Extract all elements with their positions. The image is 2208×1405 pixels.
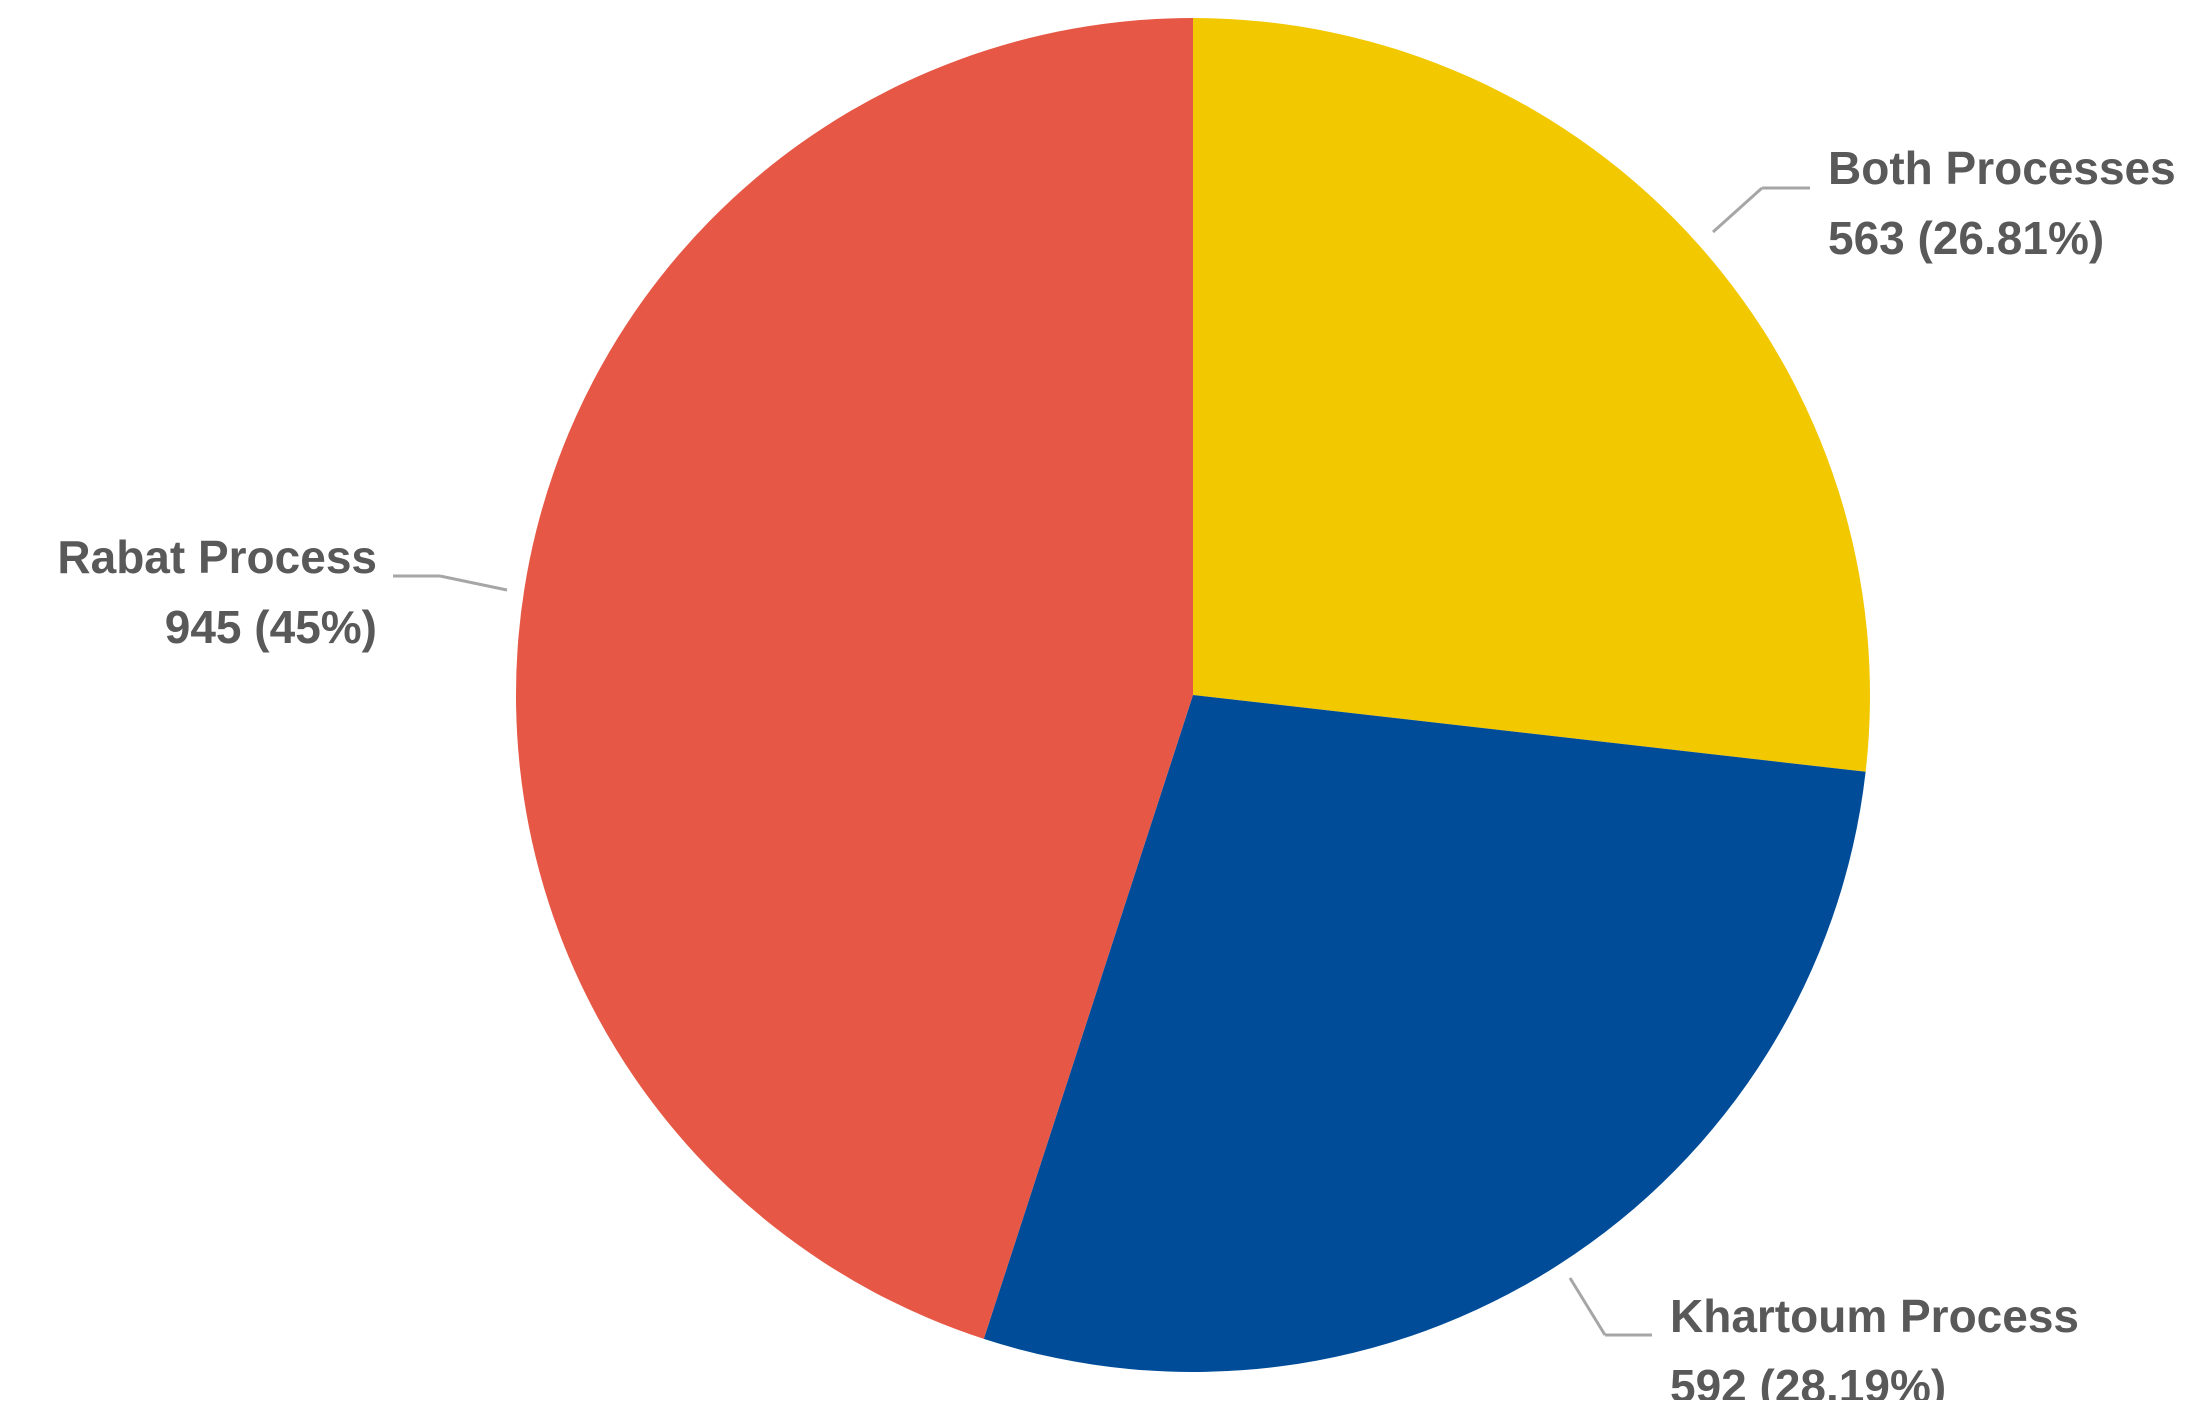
slice-label-name-both-processes: Both Processes [1828, 142, 2176, 194]
leader-line-khartoum-process [1568, 1277, 1607, 1336]
leader-line-rabat-process [439, 574, 508, 592]
pie-slice-khartoum-process [983, 695, 1866, 1373]
slice-label-value-both-processes: 563 (26.81%) [1828, 212, 2104, 264]
leader-lines-layer [393, 186, 1810, 1337]
leader-line-both-processes [1711, 186, 1764, 234]
labels-layer: Both Processes 563 (26.81%) Khartoum Proce… [57, 142, 2176, 1405]
slice-label-value-khartoum-process: 592 (28.19%) [1670, 1360, 1946, 1400]
slice-label-name-rabat-process: Rabat Process [57, 531, 377, 583]
pie-slice-rabat-process [515, 18, 1193, 1339]
slice-label-value-rabat-process: 945 (45%) [165, 601, 377, 653]
slices-layer [515, 17, 1871, 1373]
pie-slice-both-processes [1193, 17, 1871, 772]
slice-label-name-khartoum-process: Khartoum Process [1670, 1290, 2079, 1342]
